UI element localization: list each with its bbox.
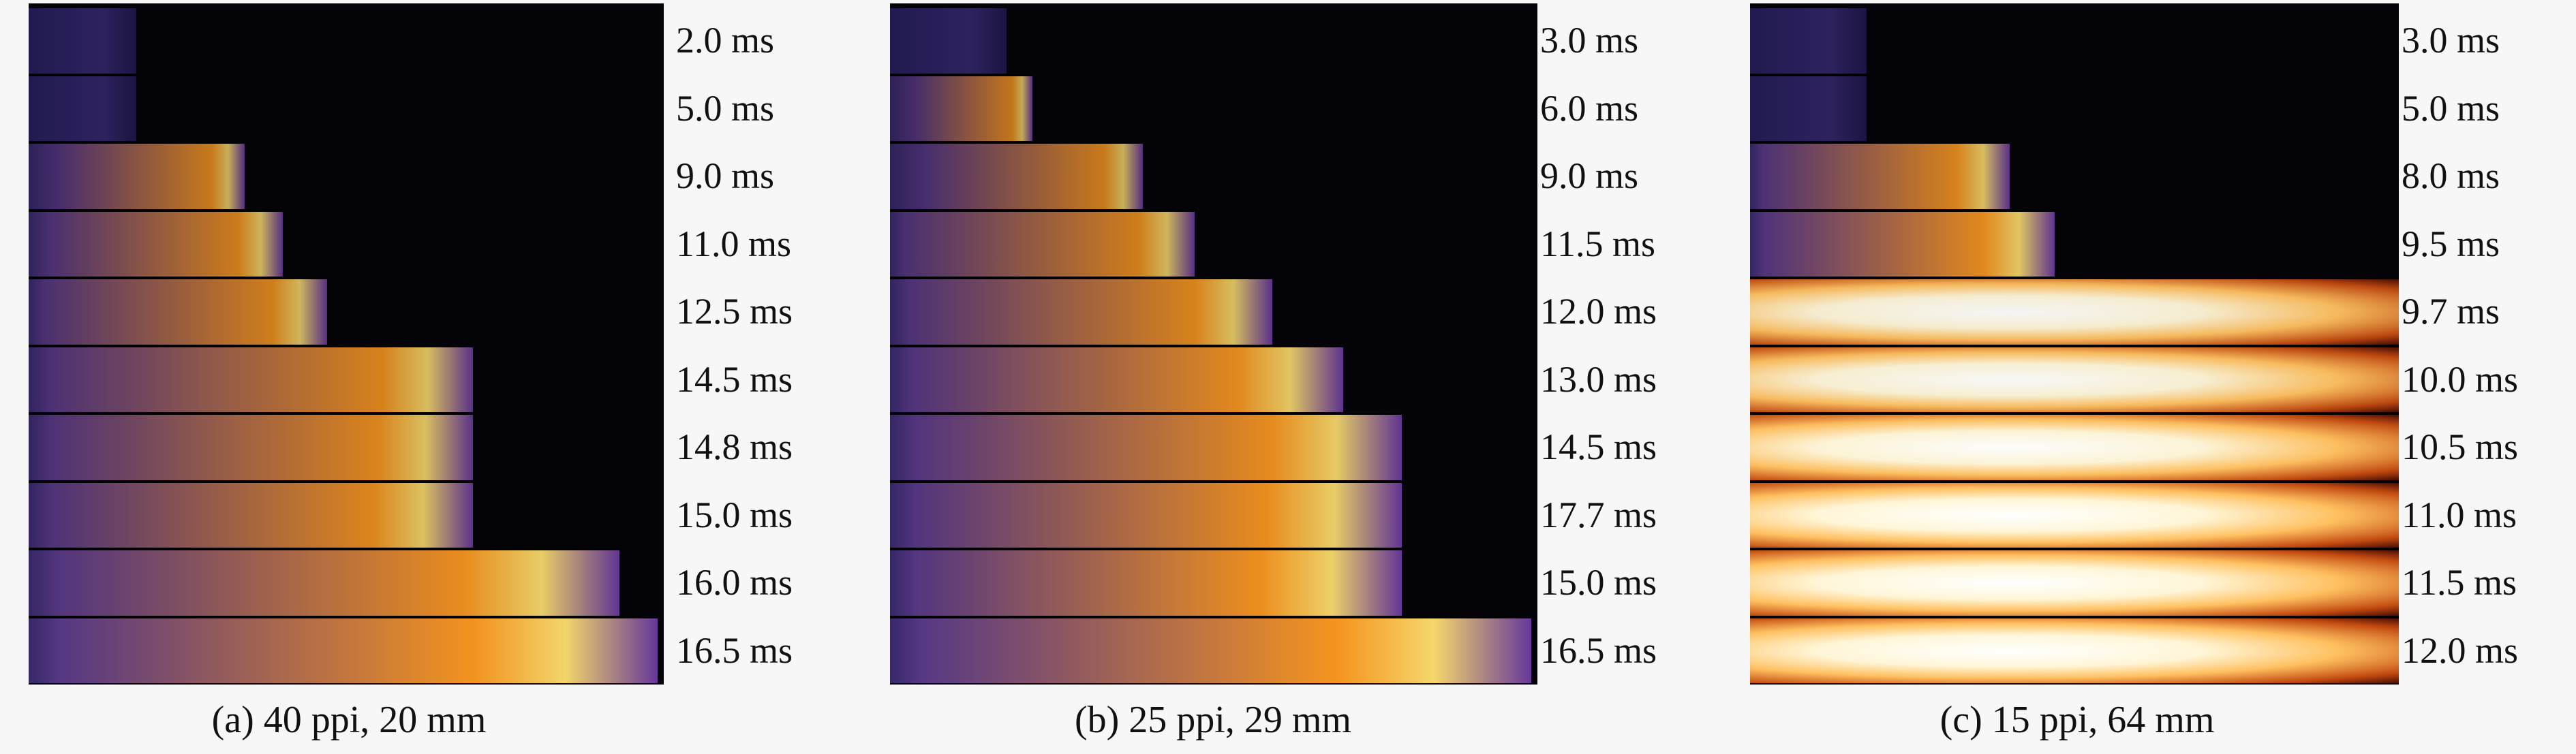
flame-glow <box>890 76 1032 141</box>
flame-glow <box>890 482 1402 548</box>
flame-frame <box>890 549 1402 616</box>
flame-frame <box>1750 210 2055 277</box>
flame-frame <box>29 74 136 141</box>
flame-frame <box>890 413 1402 480</box>
flame-glow <box>890 279 1272 345</box>
flame-frame <box>890 345 1343 412</box>
flame-frame <box>890 278 1272 345</box>
panel-caption: (b) 25 ppi, 29 mm <box>1075 699 1351 741</box>
flame-frame <box>1750 345 2399 412</box>
time-label: 15.0 ms <box>1540 562 1657 603</box>
time-label: 12.0 ms <box>1540 291 1657 332</box>
time-label: 11.5 ms <box>1540 223 1656 264</box>
flame-glow <box>29 550 619 616</box>
flame-glow <box>29 618 658 683</box>
flame-glow <box>1750 482 2399 548</box>
flame-frame <box>1750 278 2399 345</box>
flame-glow <box>1750 211 2055 277</box>
flame-frame <box>1750 616 2399 683</box>
flame-frame <box>890 142 1143 209</box>
flame-frame <box>29 345 473 412</box>
flame-frame <box>1750 413 2399 480</box>
time-label: 5.0 ms <box>2402 87 2500 129</box>
flame-glow <box>1750 76 1867 141</box>
flame-glow <box>29 347 473 412</box>
flame-glow <box>29 279 327 345</box>
time-label: 14.8 ms <box>676 426 793 467</box>
flame-glow <box>890 550 1402 616</box>
flame-glow <box>29 76 136 141</box>
flame-frame <box>1750 142 2010 209</box>
flame-frame <box>29 142 245 209</box>
time-label: 5.0 ms <box>676 87 775 129</box>
flame-glow <box>890 347 1343 412</box>
time-label: 3.0 ms <box>1540 20 1639 61</box>
time-labels: 3.0 ms 6.0 ms 9.0 ms 11.5 ms 12.0 ms 13.… <box>1540 7 1717 685</box>
flame-glow <box>29 8 136 74</box>
time-label: 17.7 ms <box>1540 494 1657 535</box>
flame-frame <box>890 616 1531 683</box>
flame-glow <box>29 144 245 209</box>
time-label: 16.5 ms <box>1540 629 1657 671</box>
flame-frame <box>890 210 1195 277</box>
flame-image-sequence <box>890 3 1537 685</box>
flame-glow <box>1750 347 2399 412</box>
flame-frame <box>29 481 473 548</box>
flame-glow <box>890 144 1143 209</box>
flame-glow <box>29 211 283 277</box>
flame-glow <box>1750 279 2399 345</box>
flame-frame <box>29 549 619 616</box>
flame-glow <box>1750 618 2399 683</box>
time-label: 11.0 ms <box>676 223 792 264</box>
flame-frame <box>1750 549 2399 616</box>
time-label: 9.0 ms <box>676 155 775 196</box>
flame-glow <box>1750 144 2010 209</box>
panel-caption: (c) 15 ppi, 64 mm <box>1939 699 2215 741</box>
time-label: 9.7 ms <box>2402 291 2500 332</box>
flame-frame <box>29 278 327 345</box>
time-label: 10.0 ms <box>2402 358 2519 400</box>
time-label: 8.0 ms <box>2402 155 2500 196</box>
time-label: 15.0 ms <box>676 494 793 535</box>
flame-glow <box>1750 8 1867 74</box>
time-label: 10.5 ms <box>2402 426 2519 467</box>
flame-glow <box>29 482 473 548</box>
flame-glow <box>890 8 1007 74</box>
time-label: 13.0 ms <box>1540 358 1657 400</box>
flame-frame <box>1750 7 1867 74</box>
time-label: 6.0 ms <box>1540 87 1639 129</box>
time-label: 9.0 ms <box>1540 155 1639 196</box>
flame-glow <box>890 618 1531 683</box>
panel-caption: (a) 40 ppi, 20 mm <box>211 699 487 741</box>
time-label: 14.5 ms <box>676 358 793 400</box>
flame-frame <box>890 7 1007 74</box>
time-label: 16.0 ms <box>676 562 793 603</box>
time-label: 11.0 ms <box>2402 494 2517 535</box>
flame-glow <box>890 211 1195 277</box>
time-label: 3.0 ms <box>2402 20 2500 61</box>
flame-frame <box>29 616 658 683</box>
flame-frame <box>890 481 1402 548</box>
flame-glow <box>1750 415 2399 480</box>
time-label: 16.5 ms <box>676 629 793 671</box>
time-label: 9.5 ms <box>2402 223 2500 264</box>
time-labels: 2.0 ms 5.0 ms 9.0 ms 11.0 ms 12.5 ms 14.… <box>676 7 853 685</box>
flame-frame <box>29 413 473 480</box>
time-labels: 3.0 ms 5.0 ms 8.0 ms 9.5 ms 9.7 ms 10.0 … <box>2402 7 2576 685</box>
flame-frame <box>1750 481 2399 548</box>
time-label: 12.0 ms <box>2402 629 2519 671</box>
flame-glow <box>890 415 1402 480</box>
flame-image-sequence <box>29 3 664 685</box>
time-label: 2.0 ms <box>676 20 775 61</box>
time-label: 12.5 ms <box>676 291 793 332</box>
flame-frame <box>890 74 1032 141</box>
flame-frame <box>1750 74 1867 141</box>
flame-glow <box>1750 550 2399 616</box>
flame-image-sequence <box>1750 3 2399 685</box>
time-label: 14.5 ms <box>1540 426 1657 467</box>
flame-glow <box>29 415 473 480</box>
flame-frame <box>29 210 283 277</box>
flame-frame <box>29 7 136 74</box>
time-label: 11.5 ms <box>2402 562 2517 603</box>
